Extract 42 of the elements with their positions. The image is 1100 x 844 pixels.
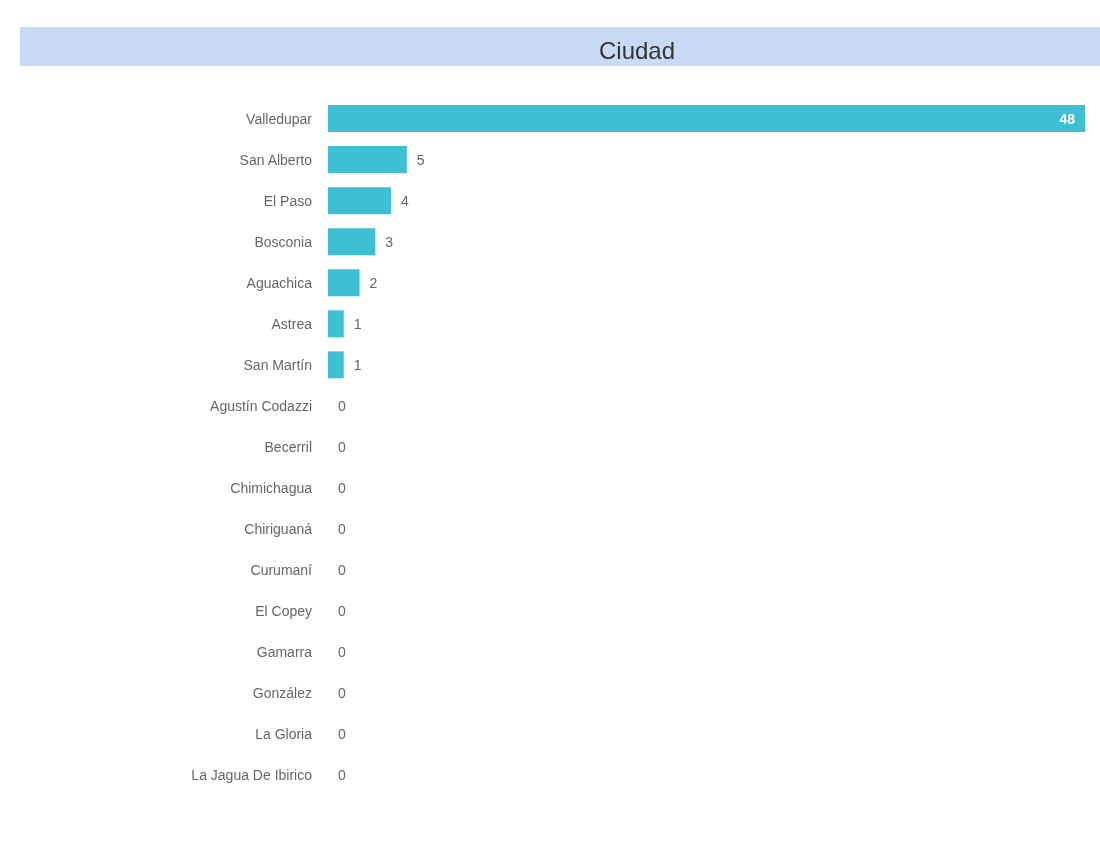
y-tick-label: San Martín — [243, 356, 312, 373]
y-tick-label: Chiriguaná — [244, 521, 313, 538]
data-label: 0 — [338, 726, 346, 743]
y-tick-label: San Alberto — [239, 151, 313, 168]
data-label: 0 — [338, 767, 346, 784]
data-label: 5 — [416, 151, 425, 168]
y-tick-label: González — [252, 685, 312, 702]
bar — [328, 187, 392, 215]
data-label: 1 — [353, 356, 362, 373]
y-tick-label: El Copey — [255, 603, 312, 620]
bar — [328, 228, 376, 256]
data-label: 0 — [338, 480, 346, 497]
data-label: 1 — [353, 315, 362, 332]
data-label: 0 — [338, 397, 346, 414]
bar — [328, 269, 360, 297]
bar — [328, 146, 407, 174]
y-tick-label: Curumaní — [250, 562, 313, 579]
y-tick-label: Valledupar — [246, 110, 313, 127]
data-label: 48 — [1059, 110, 1076, 127]
bar — [328, 105, 1085, 133]
y-tick-label: Becerril — [264, 439, 312, 455]
data-label: 0 — [338, 644, 346, 661]
data-label: 4 — [401, 192, 410, 209]
y-tick-label: Bosconia — [254, 233, 313, 250]
y-tick-label: Aguachica — [246, 274, 313, 291]
y-tick-label: La Jagua De Ibirico — [191, 767, 313, 784]
y-tick-label: Astrea — [271, 315, 313, 332]
data-label: 0 — [338, 603, 346, 620]
chart-title: Ciudad — [598, 36, 676, 64]
y-tick-label: Gamarra — [256, 644, 313, 661]
data-label: 0 — [338, 562, 346, 579]
data-label: 2 — [369, 274, 378, 291]
bar — [328, 351, 344, 379]
data-label: 0 — [338, 521, 346, 538]
data-label: 0 — [338, 685, 346, 702]
data-label: 3 — [385, 233, 394, 250]
data-label: 0 — [338, 439, 346, 455]
y-tick-label: El Paso — [263, 192, 313, 209]
y-tick-label: Chimichagua — [230, 480, 313, 497]
y-tick-label: Agustín Codazzi — [210, 397, 312, 414]
y-tick-label: La Gloria — [255, 726, 313, 743]
bar — [328, 310, 344, 338]
